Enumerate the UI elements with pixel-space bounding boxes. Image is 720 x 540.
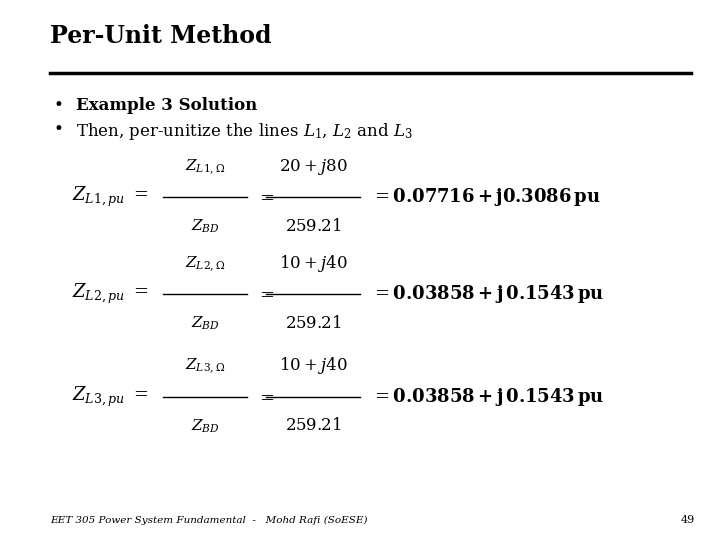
Text: $259.21$: $259.21$ — [285, 417, 341, 434]
Text: •: • — [54, 122, 64, 138]
Text: $259.21$: $259.21$ — [285, 315, 341, 332]
Text: Per-Unit Method: Per-Unit Method — [50, 24, 272, 48]
Text: $= \mathbf{0.03858 + j\,0.1543\,pu}$: $= \mathbf{0.03858 + j\,0.1543\,pu}$ — [371, 386, 604, 408]
Text: $Z_{BD}$: $Z_{BD}$ — [191, 417, 220, 435]
Text: $Z_{L2,\Omega}$: $Z_{L2,\Omega}$ — [185, 254, 225, 274]
Text: 49: 49 — [680, 515, 695, 525]
Text: $=$: $=$ — [256, 188, 274, 206]
Text: $=$: $=$ — [256, 285, 274, 303]
Text: EET 305 Power System Fundamental  -   Mohd Rafi (SoESE): EET 305 Power System Fundamental - Mohd … — [50, 516, 368, 525]
Text: $Z_{BD}$: $Z_{BD}$ — [191, 315, 220, 332]
Text: Then, per-unitize the lines $L_1$, $L_2$ and $L_3$: Then, per-unitize the lines $L_1$, $L_2$… — [76, 122, 413, 143]
Text: $=$: $=$ — [256, 388, 274, 406]
Text: $20+j80$: $20+j80$ — [279, 157, 348, 177]
Text: $Z_{L1,\Omega}$: $Z_{L1,\Omega}$ — [185, 157, 225, 177]
Text: $10+j40$: $10+j40$ — [279, 253, 348, 274]
Text: $259.21$: $259.21$ — [285, 218, 341, 234]
Text: $Z_{BD}$: $Z_{BD}$ — [191, 218, 220, 235]
Text: Example 3 Solution: Example 3 Solution — [76, 97, 257, 114]
Text: $Z_{L3,pu}$ $=$: $Z_{L3,pu}$ $=$ — [72, 385, 149, 409]
Text: $= \mathbf{0.07716 + j0.3086\,pu}$: $= \mathbf{0.07716 + j0.3086\,pu}$ — [371, 186, 600, 208]
Text: $10+j40$: $10+j40$ — [279, 355, 348, 376]
Text: $Z_{L2,pu}$ $=$: $Z_{L2,pu}$ $=$ — [72, 282, 149, 306]
Text: $Z_{L3,\Omega}$: $Z_{L3,\Omega}$ — [185, 357, 225, 376]
Text: •: • — [54, 97, 64, 114]
Text: $= \mathbf{0.03858 + j\,0.1543\,pu}$: $= \mathbf{0.03858 + j\,0.1543\,pu}$ — [371, 284, 604, 305]
Text: $Z_{L1,pu}$ $=$: $Z_{L1,pu}$ $=$ — [72, 185, 149, 209]
